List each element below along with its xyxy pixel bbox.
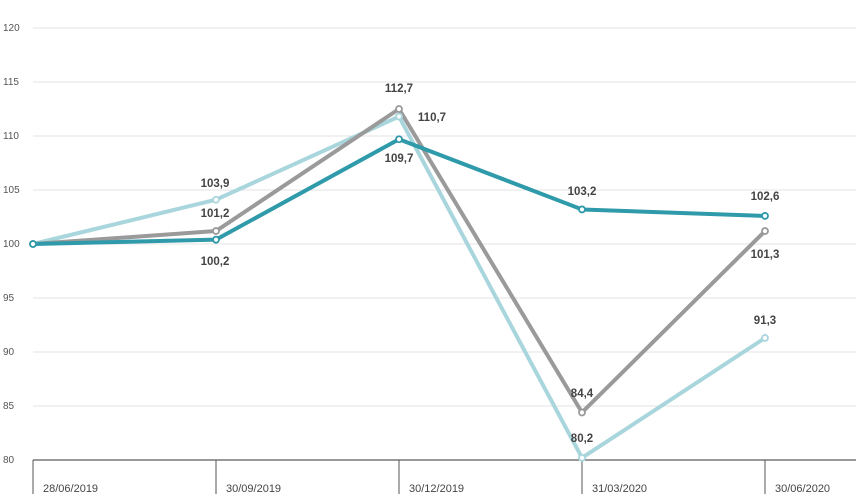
data-point (761, 227, 769, 235)
data-label: 103,2 (568, 186, 597, 198)
data-label: 109,7 (385, 153, 414, 165)
y-tick-label: 85 (3, 401, 15, 412)
x-tick-label: 31/03/2020 (592, 483, 647, 495)
x-tick-label: 30/12/2019 (409, 483, 464, 495)
y-tick-label: 105 (3, 185, 20, 196)
y-tick-label: 120 (3, 23, 20, 34)
data-point (395, 112, 403, 121)
data-label: 102,6 (751, 191, 780, 203)
data-label: 91,3 (754, 315, 776, 327)
data-point (578, 453, 586, 462)
data-point (578, 408, 586, 417)
x-axis: 28/06/2019 30/09/2019 30/12/2019 31/03/2020… (32, 459, 856, 495)
y-tick-label: 90 (3, 347, 15, 358)
y-tick-label: 115 (3, 77, 19, 88)
data-label: 110,7 (418, 112, 446, 124)
y-tick-label: 80 (3, 455, 15, 466)
series-lines (29, 105, 769, 462)
gridlines (33, 27, 856, 407)
data-point (29, 240, 37, 248)
data-label: 80,2 (571, 433, 593, 445)
data-point (212, 235, 220, 244)
data-labels: 103,9 80,2 91,3 101,2 112,7 84,4 101,3 100,2 109… (201, 83, 780, 445)
data-point (395, 135, 403, 144)
data-label: 101,2 (201, 208, 230, 220)
y-axis-ticks: 80 85 90 95 100 105 110 115 120 (3, 23, 20, 466)
data-point (761, 334, 769, 342)
data-label: 103,9 (201, 178, 230, 190)
y-tick-label: 110 (3, 131, 19, 142)
data-point (212, 195, 220, 204)
y-tick-label: 95 (3, 293, 15, 304)
data-label: 101,3 (751, 249, 780, 261)
data-point (578, 205, 586, 214)
x-tick-label: 30/09/2019 (226, 483, 281, 495)
series-line (31, 114, 767, 460)
y-tick-label: 100 (3, 239, 20, 250)
x-tick-label: 28/06/2019 (43, 483, 98, 495)
data-point (761, 212, 769, 220)
data-point (395, 105, 403, 113)
data-label: 100,2 (201, 256, 230, 268)
data-label: 84,4 (571, 388, 594, 400)
x-tick-label: 30/06/2020 (775, 483, 830, 495)
data-point (212, 227, 220, 235)
data-label: 112,7 (385, 83, 413, 95)
